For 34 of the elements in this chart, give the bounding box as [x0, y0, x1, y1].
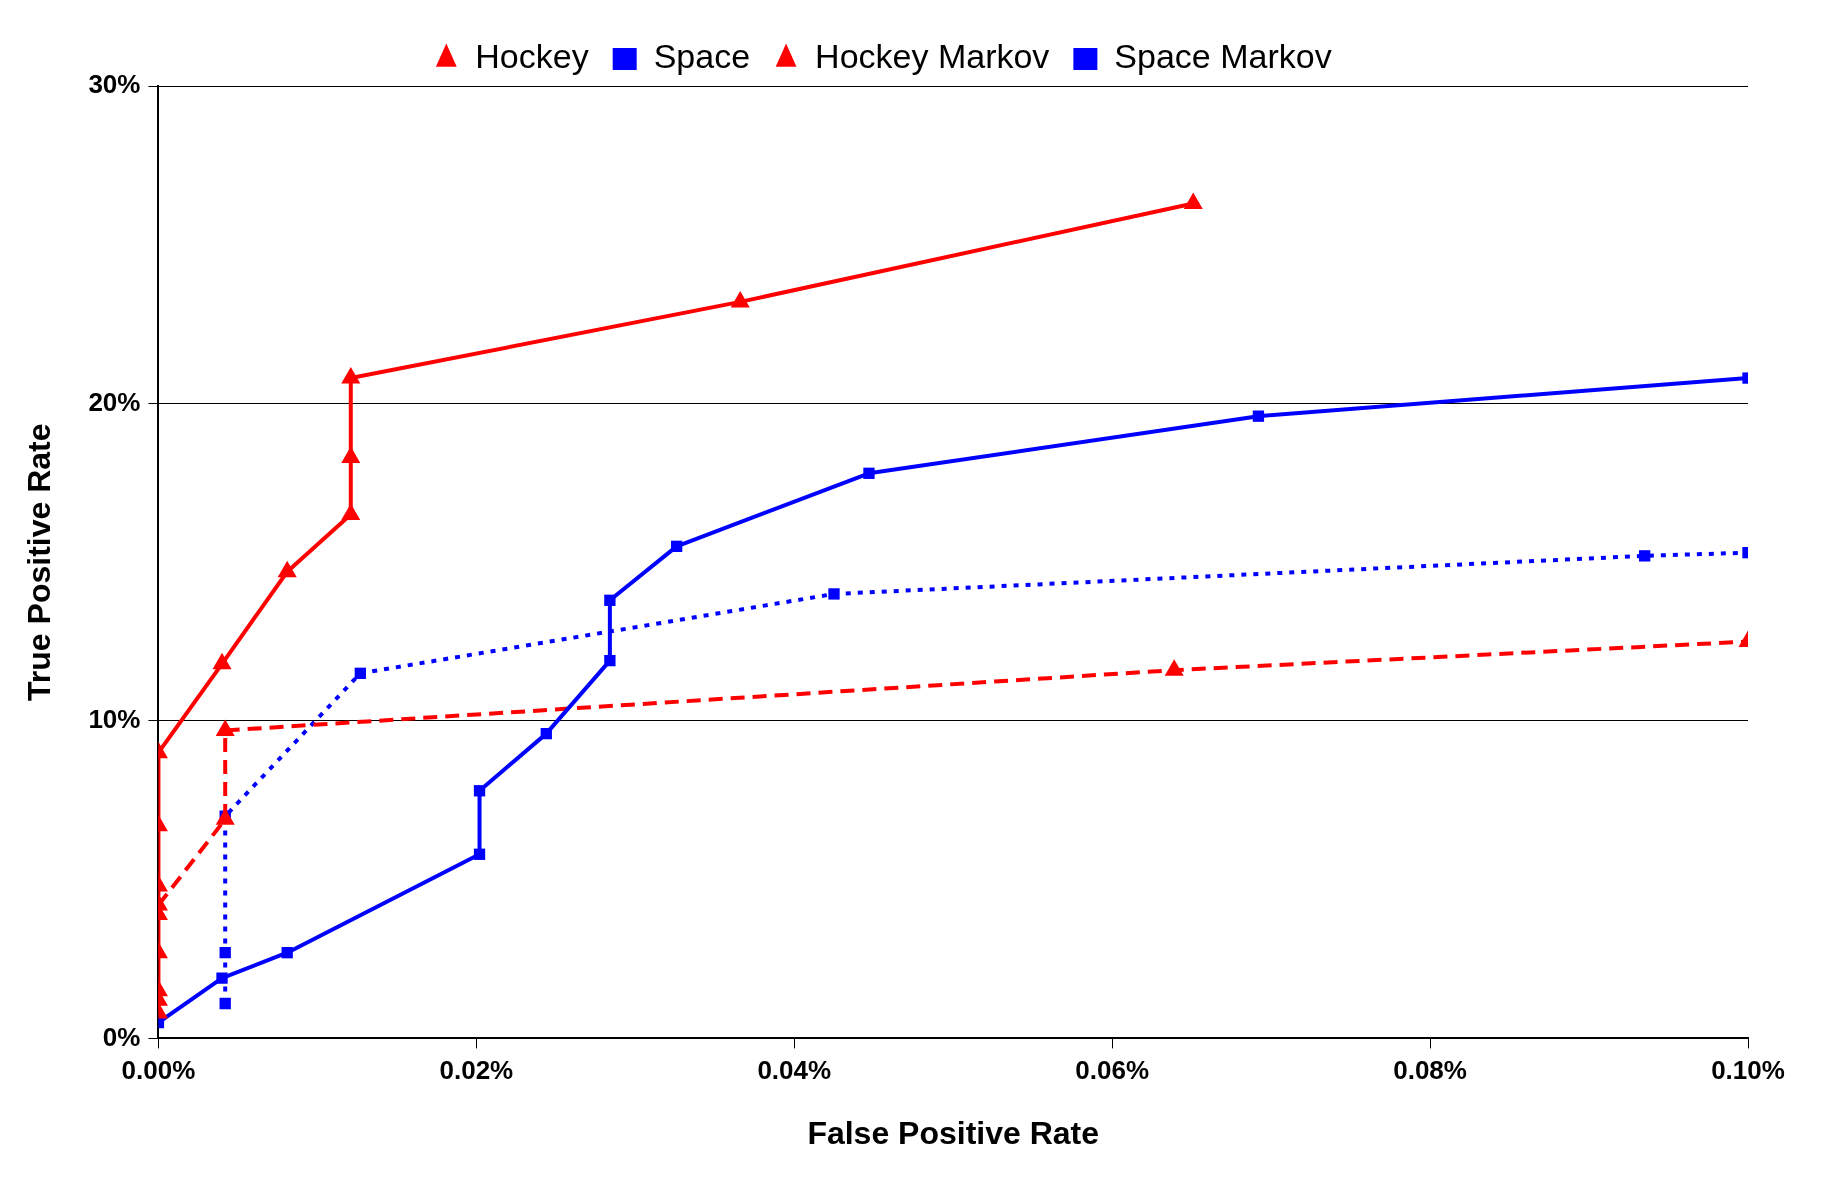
y-tick-label: 0%	[102, 1021, 141, 1052]
point	[354, 667, 366, 679]
x-axis-title: False Positive Rate	[807, 1114, 1100, 1151]
legend-label: Hockey Markov	[815, 37, 1050, 76]
x-tick-label: 0.02%	[439, 1055, 514, 1086]
x-tick-label: 0.10%	[1711, 1055, 1785, 1086]
point	[281, 947, 293, 959]
point	[216, 972, 228, 984]
point	[604, 594, 616, 606]
point	[828, 588, 840, 600]
y-axis-title: True Positive Rate	[21, 423, 58, 701]
legend-label: Space	[653, 37, 751, 76]
x-tick-label: 0.08%	[1393, 1055, 1467, 1086]
y-tick-label: 30%	[88, 69, 141, 100]
legend-label: Space Markov	[1114, 37, 1332, 76]
point	[215, 808, 235, 825]
point	[473, 785, 486, 797]
point	[604, 654, 616, 667]
point	[863, 467, 875, 479]
legend-label: Hockey	[475, 37, 589, 76]
point	[215, 719, 235, 736]
x-tick-label: 0.04%	[757, 1055, 832, 1086]
y-tick-label: 10%	[88, 704, 141, 735]
point	[219, 947, 231, 959]
point	[670, 540, 683, 552]
point	[1164, 659, 1184, 676]
x-tick-label: 0.06%	[1075, 1055, 1150, 1086]
point	[473, 848, 486, 860]
point	[1639, 550, 1651, 562]
point	[540, 727, 552, 740]
point	[219, 997, 231, 1010]
point	[1252, 410, 1265, 422]
y-tick-label: 20%	[88, 386, 141, 417]
x-tick-label: 0.00%	[121, 1055, 196, 1086]
